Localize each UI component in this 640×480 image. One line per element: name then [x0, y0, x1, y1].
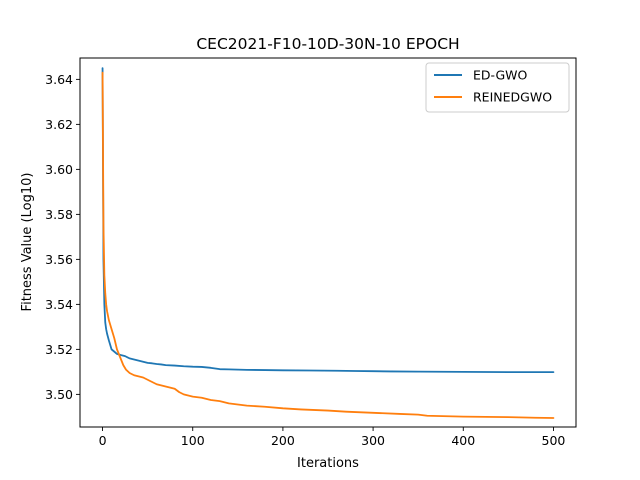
x-tick-label: 300: [361, 433, 385, 448]
legend-label-ed-gwo: ED-GWO: [473, 68, 528, 83]
x-ticks: 0 100 200 300 400 500: [99, 427, 566, 448]
series-line-ed-gwo: [101, 67, 555, 374]
series-group: [101, 67, 555, 419]
y-tick-label: 3.54: [45, 297, 73, 312]
x-tick-label: 0: [99, 433, 107, 448]
y-tick-label: 3.56: [45, 252, 73, 267]
legend-label-reinedgwo: REINEDGWO: [473, 90, 552, 105]
x-tick-label: 100: [181, 433, 205, 448]
plot-frame: [79, 57, 577, 428]
y-tick-label: 3.58: [45, 207, 73, 222]
series-line-reinedgwo: [101, 71, 555, 419]
y-tick-label: 3.52: [45, 342, 73, 357]
y-tick-label: 3.64: [45, 72, 73, 87]
x-tick-label: 500: [542, 433, 566, 448]
y-tick-label: 3.62: [45, 117, 73, 132]
legend: ED-GWO REINEDGWO: [425, 62, 570, 113]
y-tick-label: 3.50: [45, 387, 73, 402]
x-tick-label: 400: [451, 433, 475, 448]
y-ticks: 3.50 3.52 3.54 3.56 3.58 3.60 3.62 3.64: [45, 72, 80, 402]
x-axis-label: Iterations: [297, 456, 359, 471]
y-tick-label: 3.60: [45, 162, 73, 177]
x-tick-label: 200: [271, 433, 295, 448]
y-axis-label: Fitness Value (Log10): [20, 173, 35, 312]
chart-title: CEC2021-F10-10D-30N-10 EPOCH: [196, 35, 459, 53]
